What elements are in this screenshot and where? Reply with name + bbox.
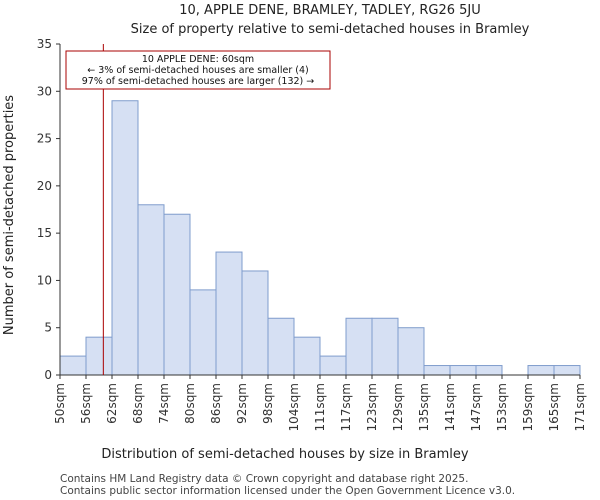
x-tick-label: 171sqm [573,383,587,431]
x-tick-label: 92sqm [235,383,249,424]
annotation-line-3: 97% of semi-detached houses are larger (… [82,76,315,87]
x-tick-label: 135sqm [417,383,431,431]
bar-141sqm [449,365,477,376]
x-axis-label: Distribution of semi-detached houses by … [101,447,468,462]
y-tick-label: 30 [37,84,52,98]
x-tick-label: 141sqm [443,383,457,431]
x-tick-label: 129sqm [391,383,405,431]
x-tick-label: 123sqm [365,383,379,431]
chart-title-line2: Size of property relative to semi-detach… [131,22,530,37]
x-tick-label: 80sqm [183,383,197,424]
x-tick-label: 111sqm [313,383,327,431]
y-tick-label: 5 [44,321,52,335]
x-axis: 50sqm 56sqm 62sqm 68sqm 74sqm 80sqm 86sqm 92sqm… [53,374,587,431]
annotation-box [65,50,331,90]
annotation-line-2: ← 3% of semi-detached houses are smaller… [87,65,308,76]
x-tick-label: 104sqm [287,383,301,431]
bar-50sqm [59,355,87,376]
y-axis: 0 5 10 15 20 25 30 35 [37,37,61,382]
bar-86sqm [215,251,243,376]
bar-129sqm [397,327,425,376]
chart-title-line1: 10, APPLE DENE, BRAMLEY, TADLEY, RG26 5J… [179,3,481,18]
bar-98sqm [267,317,295,376]
x-tick-label: 165sqm [547,383,561,431]
x-tick-label: 153sqm [495,383,509,431]
bar-159sqm [527,365,555,376]
bar-135sqm [423,365,451,376]
bar-111sqm [319,355,347,376]
x-tick-label: 68sqm [131,383,145,424]
annotation-line-1: 10 APPLE DENE: 60sqm [142,54,254,65]
x-tick-label: 147sqm [469,383,483,431]
y-tick-label: 15 [37,226,52,240]
bar-80sqm [189,289,217,376]
x-tick-label: 86sqm [209,383,223,424]
x-tick-label: 56sqm [79,383,93,424]
bars-group [59,100,581,376]
bar-56sqm [85,336,113,376]
footer-line-2: Contains public sector information licen… [60,485,515,497]
x-tick-label: 98sqm [261,383,275,424]
bar-147sqm [475,365,503,376]
x-tick-label: 50sqm [53,383,67,424]
y-tick-label: 10 [37,273,52,287]
bar-68sqm [137,204,165,376]
bar-74sqm [163,213,191,376]
y-tick-label: 20 [37,179,52,193]
bar-117sqm [345,317,373,376]
footer-line-1: Contains HM Land Registry data © Crown c… [60,473,468,485]
bar-92sqm [241,270,269,376]
x-tick-label: 62sqm [105,383,119,424]
y-tick-label: 25 [37,132,52,146]
y-axis-label: Number of semi-detached properties [2,95,17,335]
y-tick-label: 0 [44,368,52,382]
bar-123sqm [371,317,399,376]
bar-104sqm [293,336,321,376]
x-tick-label: 74sqm [157,383,171,424]
y-tick-label: 35 [37,37,52,51]
x-tick-label: 159sqm [521,383,535,431]
bar-62sqm [111,100,139,376]
bar-165sqm [553,365,581,376]
x-tick-label: 117sqm [339,383,353,431]
